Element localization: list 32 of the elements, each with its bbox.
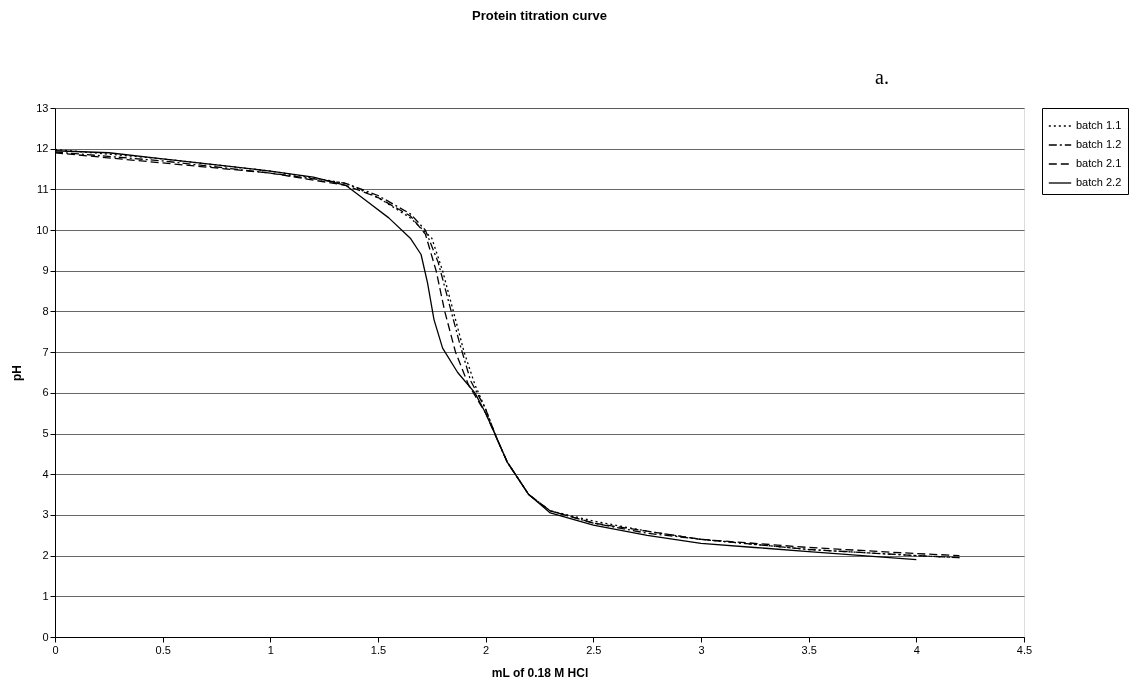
x-tick-label: 3 <box>698 643 705 656</box>
y-tick-label: 7 <box>42 345 49 358</box>
legend-label: batch 1.2 <box>1076 138 1122 150</box>
x-tick-label: 4.5 <box>1016 643 1033 656</box>
y-tick-label: 5 <box>42 427 49 440</box>
x-tick-label: 0.5 <box>155 643 171 656</box>
text: a. <box>875 66 889 88</box>
chart-title: Protein titration curve <box>471 8 608 23</box>
x-tick-label: 4 <box>913 643 920 656</box>
x-tick-label: 1 <box>267 643 274 656</box>
y-tick-label: 0 <box>42 630 49 643</box>
y-tick-label: 12 <box>36 142 49 155</box>
x-tick-label: 1.5 <box>370 643 387 656</box>
y-tick-label: 9 <box>42 264 49 277</box>
x-tick-label: 0 <box>52 643 59 656</box>
y-tick-label: 10 <box>36 223 49 236</box>
y-axis-title: pH <box>10 365 25 381</box>
y-tick-label: 2 <box>42 549 49 562</box>
y-tick-label: 11 <box>37 182 49 195</box>
y-tick-label: 6 <box>42 386 49 399</box>
x-tick-label: 2 <box>483 643 490 656</box>
y-tick-label: 3 <box>42 508 49 521</box>
x-tick-label: 3.5 <box>801 643 817 656</box>
x-tick-label: 2.5 <box>586 643 602 656</box>
x-axis-title: mL of 0.18 M HCl <box>491 665 589 680</box>
y-tick-label: 4 <box>42 467 49 480</box>
y-tick-label: 1 <box>42 589 49 602</box>
y-tick-label: 8 <box>42 304 49 317</box>
y-tick-label: 13 <box>36 101 49 114</box>
legend-label: batch 2.2 <box>1076 176 1122 188</box>
legend-label: batch 2.1 <box>1076 157 1122 169</box>
legend-label: batch 1.1 <box>1076 119 1122 131</box>
